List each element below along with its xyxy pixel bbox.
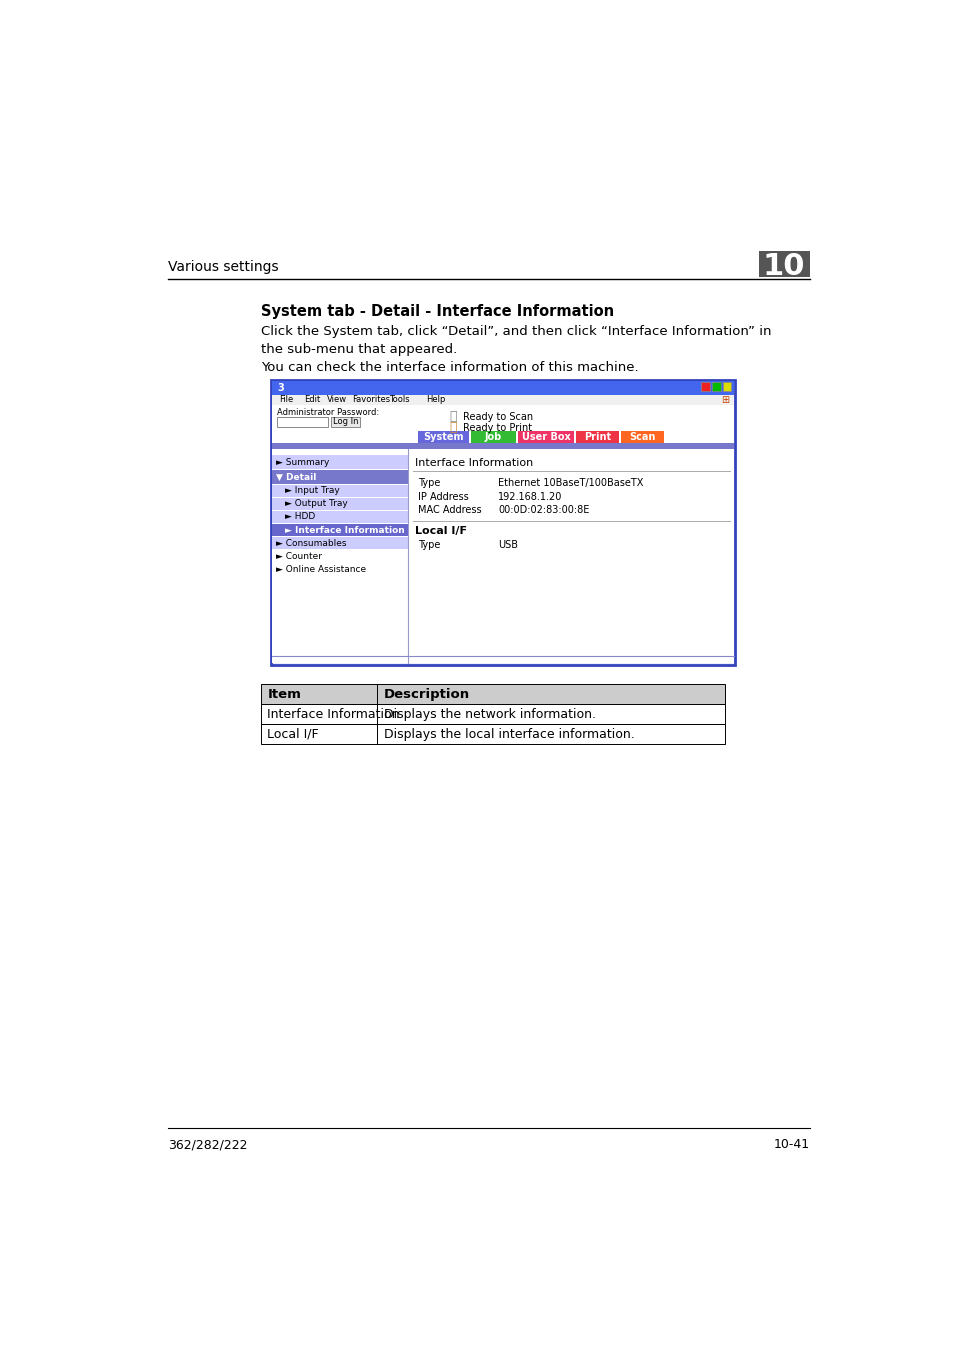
Text: ▼ Detail: ▼ Detail	[275, 472, 315, 482]
Bar	[272, 394, 733, 405]
Bar	[261, 724, 723, 744]
Bar	[272, 450, 407, 663]
Text: System: System	[423, 432, 463, 441]
Text: Print: Print	[583, 432, 611, 441]
Bar	[759, 251, 809, 278]
Text: Administrator Password:: Administrator Password:	[277, 408, 379, 417]
Bar	[272, 498, 407, 510]
Text: View: View	[327, 396, 347, 405]
Text: 192.168.1.20: 192.168.1.20	[497, 491, 562, 502]
Text: Scan: Scan	[629, 432, 656, 441]
Bar	[271, 379, 734, 664]
Text: User Box: User Box	[521, 432, 570, 441]
Text: Log In: Log In	[333, 417, 358, 427]
Text: Tools: Tools	[389, 396, 409, 405]
Bar	[620, 431, 663, 443]
Text: ► HDD: ► HDD	[285, 513, 315, 521]
Bar	[711, 382, 720, 390]
Bar	[471, 431, 516, 443]
Text: 10-41: 10-41	[773, 1138, 809, 1152]
Text: MAC Address: MAC Address	[418, 505, 481, 514]
Bar	[418, 431, 468, 443]
Text: Local I/F: Local I/F	[415, 526, 467, 536]
Bar	[272, 563, 407, 575]
Text: 00:0D:02:83:00:8E: 00:0D:02:83:00:8E	[497, 505, 589, 514]
Bar	[272, 485, 407, 497]
Text: 10: 10	[762, 252, 804, 281]
Bar	[331, 417, 360, 427]
Text: System tab - Detail - Interface Information: System tab - Detail - Interface Informat…	[261, 305, 614, 320]
Text: ► Summary: ► Summary	[275, 458, 329, 467]
Text: Interface Information: Interface Information	[415, 459, 533, 468]
Bar	[277, 417, 328, 427]
Text: ► Interface Information: ► Interface Information	[285, 525, 404, 535]
Bar	[272, 524, 407, 536]
Text: ► Consumables: ► Consumables	[275, 539, 346, 548]
Bar	[272, 537, 407, 549]
Text: ► Input Tray: ► Input Tray	[285, 486, 339, 495]
Bar	[272, 455, 407, 470]
Bar	[722, 382, 731, 390]
Text: Click the System tab, click “Detail”, and then click “Interface Information” in
: Click the System tab, click “Detail”, an…	[261, 325, 771, 356]
Text: 🖨: 🖨	[449, 410, 456, 424]
Text: 🖨: 🖨	[449, 421, 456, 435]
Text: ⊞: ⊞	[720, 396, 729, 405]
Bar	[272, 443, 733, 450]
Text: Edit: Edit	[303, 396, 319, 405]
Text: Job: Job	[484, 432, 501, 441]
Text: 3: 3	[277, 382, 284, 393]
Bar	[272, 405, 733, 444]
Bar	[272, 510, 407, 524]
Text: Local I/F: Local I/F	[267, 728, 318, 741]
Bar	[272, 549, 407, 563]
Text: Ready to Print: Ready to Print	[463, 423, 532, 432]
Text: You can check the interface information of this machine.: You can check the interface information …	[261, 360, 638, 374]
Text: File: File	[278, 396, 293, 405]
Bar	[261, 684, 723, 705]
Text: Help: Help	[426, 396, 445, 405]
Bar	[272, 470, 407, 483]
Text: Ethernet 10BaseT/100BaseTX: Ethernet 10BaseT/100BaseTX	[497, 478, 643, 489]
Text: Displays the local interface information.: Displays the local interface information…	[383, 728, 634, 741]
Bar	[409, 450, 733, 663]
Bar	[517, 431, 574, 443]
Text: Interface Information: Interface Information	[267, 707, 399, 721]
Text: Type: Type	[418, 478, 440, 489]
Text: ► Counter: ► Counter	[275, 552, 321, 560]
Text: USB: USB	[497, 540, 517, 549]
Text: 362/282/222: 362/282/222	[168, 1138, 248, 1152]
Text: ► Online Assistance: ► Online Assistance	[275, 564, 366, 574]
Text: Item: Item	[267, 687, 301, 701]
Bar	[272, 381, 733, 394]
Text: Description: Description	[383, 687, 469, 701]
Text: Displays the network information.: Displays the network information.	[383, 707, 595, 721]
Text: Various settings: Various settings	[168, 259, 278, 274]
Text: ► Output Tray: ► Output Tray	[285, 500, 348, 509]
Text: Type: Type	[418, 540, 440, 549]
Bar	[261, 705, 723, 724]
Text: Favorites: Favorites	[353, 396, 390, 405]
Text: Ready to Scan: Ready to Scan	[463, 412, 533, 421]
Text: IP Address: IP Address	[418, 491, 469, 502]
Bar	[700, 382, 709, 390]
Bar	[576, 431, 618, 443]
